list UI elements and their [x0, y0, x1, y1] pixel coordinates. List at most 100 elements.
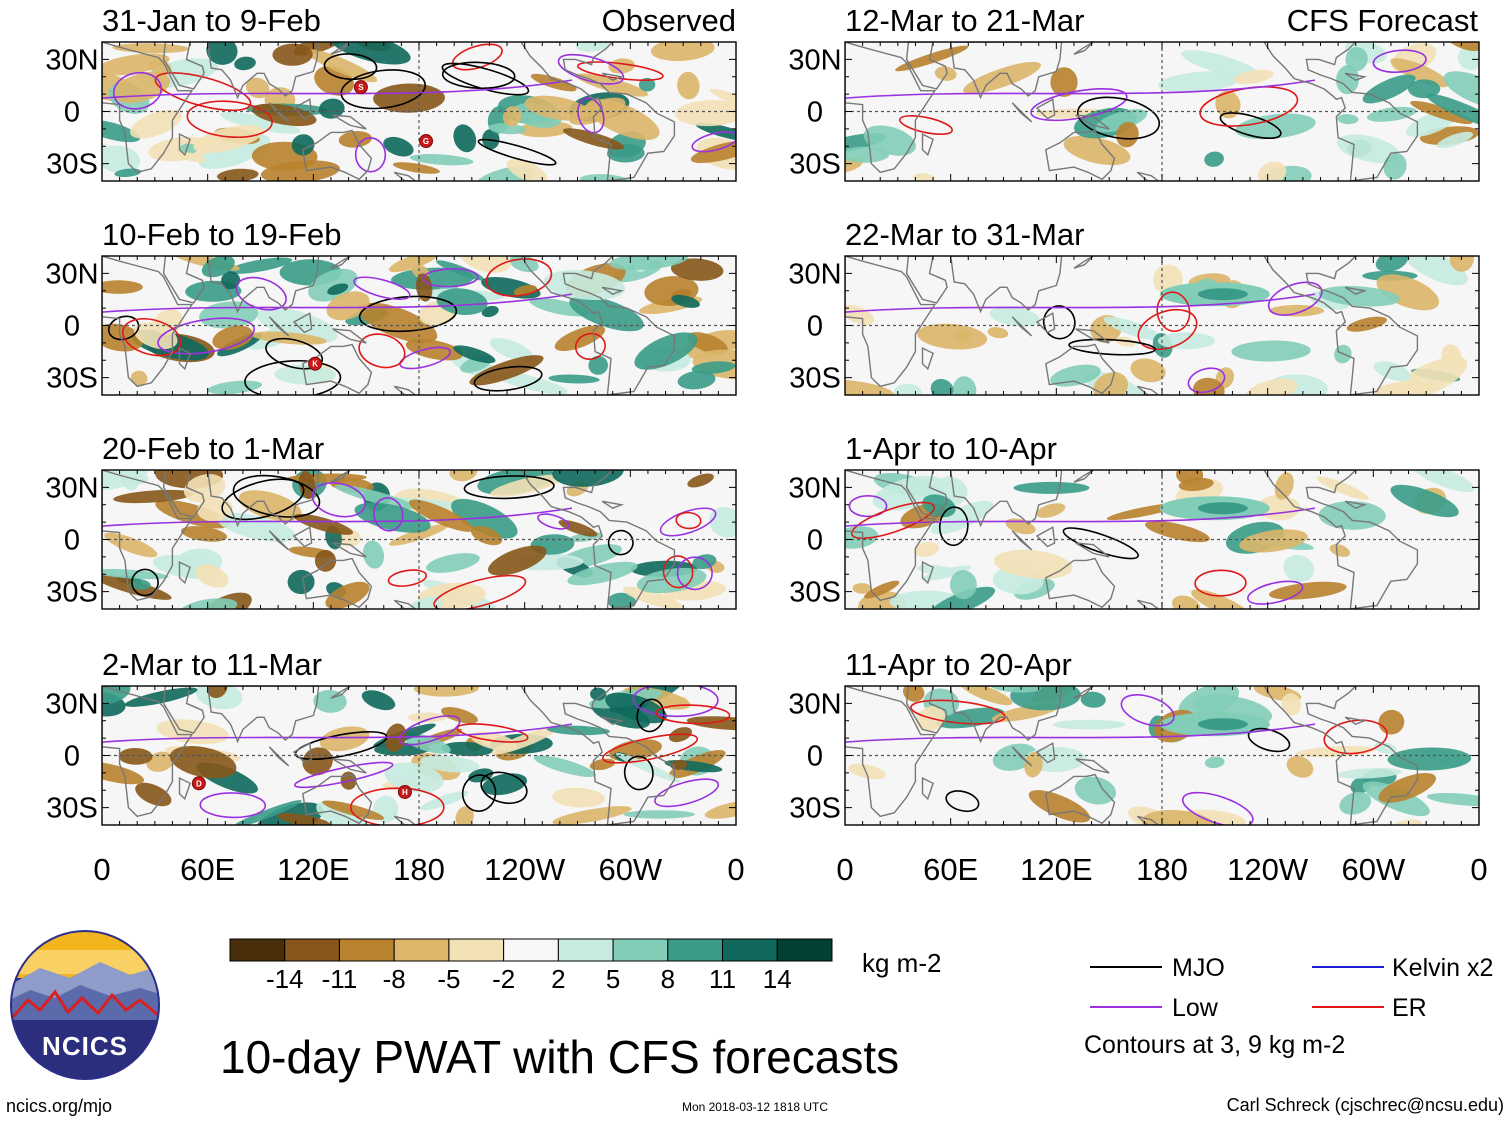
anomaly-blob [334, 484, 416, 510]
wave-contour [1076, 96, 1161, 140]
anomaly-blob [306, 49, 378, 83]
wave-contour [107, 315, 140, 341]
logo-text: NCICS [42, 1031, 128, 1061]
anomaly-blob [482, 129, 500, 150]
anomaly-blob [455, 806, 474, 825]
storm-marker-s: S [353, 80, 368, 95]
anomaly-blob [1158, 71, 1240, 93]
wave-contour [938, 506, 969, 547]
anomaly-blob [1410, 470, 1475, 493]
anomaly-blob [960, 686, 1013, 706]
coastline [1075, 114, 1110, 130]
wave-contour [485, 258, 553, 297]
coastline [330, 256, 351, 269]
coastline [1035, 312, 1056, 334]
coastline [1344, 500, 1368, 509]
anomaly-blob [1239, 529, 1308, 553]
anomaly-blob [318, 98, 345, 119]
panel-p5: 30N 0 30S 12-Mar to 21-Mar [788, 3, 1480, 182]
coastline [332, 114, 367, 130]
anomaly-blob [1074, 776, 1117, 805]
pwat-anomaly-field [845, 686, 1479, 825]
x-axis-labels-left: 0 60E 120E 180 120W 60W 0 [93, 852, 744, 887]
coastline [1073, 42, 1094, 55]
colorbar-tick-label: -5 [437, 964, 460, 994]
anomaly-blob [1336, 65, 1360, 95]
coastline [845, 470, 937, 602]
coastline [905, 42, 948, 90]
anomaly-blob [1197, 718, 1248, 731]
wave-contour [659, 507, 717, 537]
x-tick-label: 0 [93, 852, 110, 887]
anomaly-blob [383, 136, 414, 157]
anomaly-blob [586, 99, 660, 140]
x-tick-label: 0 [1470, 852, 1487, 887]
coastline [162, 470, 205, 518]
storm-marker-d: D [191, 776, 206, 791]
anomaly-blob [1316, 476, 1369, 500]
anomaly-blob [441, 707, 478, 724]
pwat-anomaly-field [845, 256, 1475, 395]
colorbar-swatch [557, 938, 614, 962]
anomaly-blob [575, 73, 649, 97]
y-tick-label: 30N [788, 44, 841, 76]
anomaly-blob [420, 755, 480, 773]
legend-label-mjo: MJO [1172, 954, 1225, 982]
wave-contour [1219, 112, 1282, 140]
anomaly-blob [329, 42, 411, 65]
coastline [332, 542, 367, 558]
wave-contour [112, 71, 163, 110]
anomaly-blob [407, 712, 448, 723]
anomaly-blob [1449, 256, 1475, 272]
coastline [268, 316, 290, 337]
coastline [292, 526, 313, 548]
anomaly-blob [207, 380, 262, 395]
coastlines [845, 256, 1419, 395]
coastline [102, 470, 194, 602]
anomaly-blob [588, 355, 608, 375]
anomaly-blob [1376, 274, 1440, 311]
anomaly-blob [1286, 755, 1314, 778]
panel-p6: 30N 0 30S 22-Mar to 31-Mar [788, 217, 1480, 396]
anomaly-blob [677, 370, 716, 390]
anomaly-blob [453, 345, 496, 364]
anomaly-blob [1191, 589, 1253, 609]
y-tick-label: 30S [789, 149, 841, 181]
anomaly-blob [1080, 691, 1106, 708]
anomaly-blob [1244, 378, 1298, 395]
footer-credit: Carl Schreck (cjschrec@ncsu.edu) [1227, 1095, 1504, 1115]
y-tick-label: 0 [807, 311, 823, 343]
coastline [178, 346, 191, 371]
coastlines [845, 686, 1419, 825]
anomaly-blob [690, 139, 736, 164]
coastline [268, 530, 290, 551]
colorbar-swatch [448, 938, 505, 962]
anomaly-blob [1172, 595, 1201, 609]
wave-contour [354, 137, 387, 173]
colorbar-tick-label: 8 [661, 964, 675, 994]
anomaly-blob [1404, 256, 1468, 286]
y-tick-label: 0 [807, 741, 823, 773]
anomaly-blob [1443, 71, 1479, 108]
anomaly-blob [1178, 686, 1240, 719]
coastline [1045, 129, 1116, 181]
colorbar-tick-label: 5 [606, 964, 620, 994]
wave-contour [1042, 305, 1076, 340]
footer-url[interactable]: ncics.org/mjo [6, 1096, 112, 1116]
wave-contour [244, 359, 342, 395]
low-contour [845, 79, 1316, 99]
anomaly-blob [623, 810, 695, 819]
anomaly-blob [272, 43, 313, 66]
anomaly-blob [325, 581, 370, 609]
anomaly-blob [1197, 288, 1248, 301]
anomaly-blob [845, 146, 890, 163]
anomaly-blob [169, 746, 237, 779]
anomaly-blob [677, 71, 700, 100]
y-tick-label: 30S [789, 793, 841, 825]
anomaly-blob [402, 733, 451, 754]
x-tick-label: 120W [1227, 852, 1309, 887]
colorbar-swatch [667, 938, 724, 962]
coastline [1073, 686, 1094, 699]
x-tick-label: 180 [1136, 852, 1188, 887]
anomaly-blob [441, 741, 494, 757]
